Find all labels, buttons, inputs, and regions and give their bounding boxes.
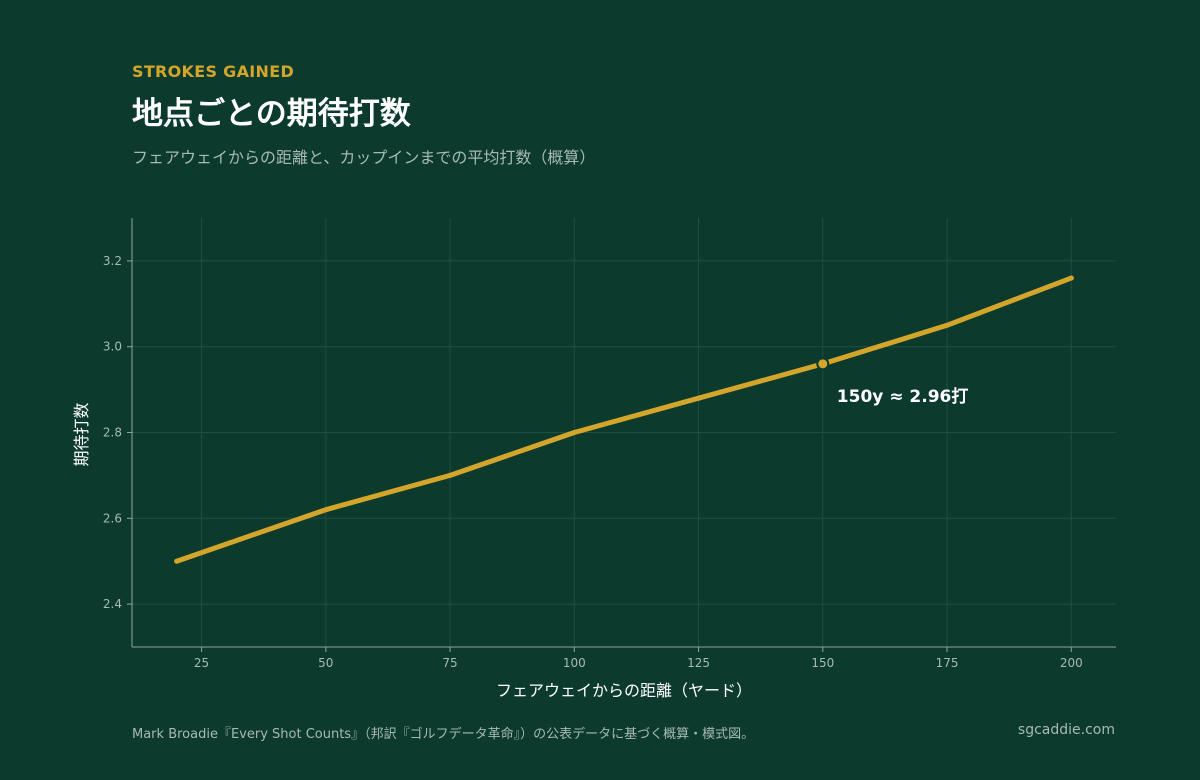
y-tick-label: 2.6 <box>103 511 122 525</box>
y-tick-label: 2.8 <box>103 426 122 440</box>
page-title: 地点ごとの期待打数 <box>132 96 411 132</box>
annotation: 150y ≈ 2.96打 <box>816 357 969 407</box>
data-point <box>944 322 950 328</box>
y-tick-label: 3.2 <box>103 254 122 268</box>
axes <box>131 218 1116 648</box>
data-point <box>1068 275 1074 281</box>
y-tick-labels: 2.4 2.6 2.8 3.0 3.2 <box>103 254 122 611</box>
x-tick-label: 175 <box>936 656 959 670</box>
annotation-point <box>816 357 830 371</box>
x-tick-label: 50 <box>318 656 333 670</box>
eyebrow-label: STROKES GAINED <box>132 62 295 81</box>
site-credit: sgcaddie.com <box>1017 722 1115 738</box>
x-axis-label: フェアウェイからの距離（ヤード） <box>496 681 752 700</box>
data-point <box>696 395 702 401</box>
source-note: Mark Broadie『Every Shot Counts』（邦訳『ゴルフデー… <box>132 727 755 742</box>
y-tick-label: 2.4 <box>103 597 122 611</box>
page-subtitle: フェアウェイからの距離と、カップインまでの平均打数（概算） <box>132 148 596 167</box>
series <box>174 275 1074 564</box>
y-axis-label: 期待打数 <box>72 402 91 466</box>
grid <box>127 218 1116 652</box>
x-tick-label: 125 <box>687 656 710 670</box>
annotation-label: 150y ≈ 2.96打 <box>837 386 969 407</box>
x-tick-label: 75 <box>442 656 457 670</box>
x-tick-label: 100 <box>563 656 586 670</box>
x-tick-label: 150 <box>811 656 834 670</box>
data-point <box>447 472 453 478</box>
data-point <box>571 430 577 435</box>
series-line <box>174 275 1074 564</box>
data-point <box>323 507 329 513</box>
data-point <box>174 558 180 564</box>
x-tick-label: 25 <box>194 656 209 670</box>
x-tick-labels: 25 50 75 100 125 150 175 200 <box>194 656 1083 670</box>
x-tick-label: 200 <box>1060 656 1083 670</box>
y-tick-label: 3.0 <box>103 340 122 354</box>
